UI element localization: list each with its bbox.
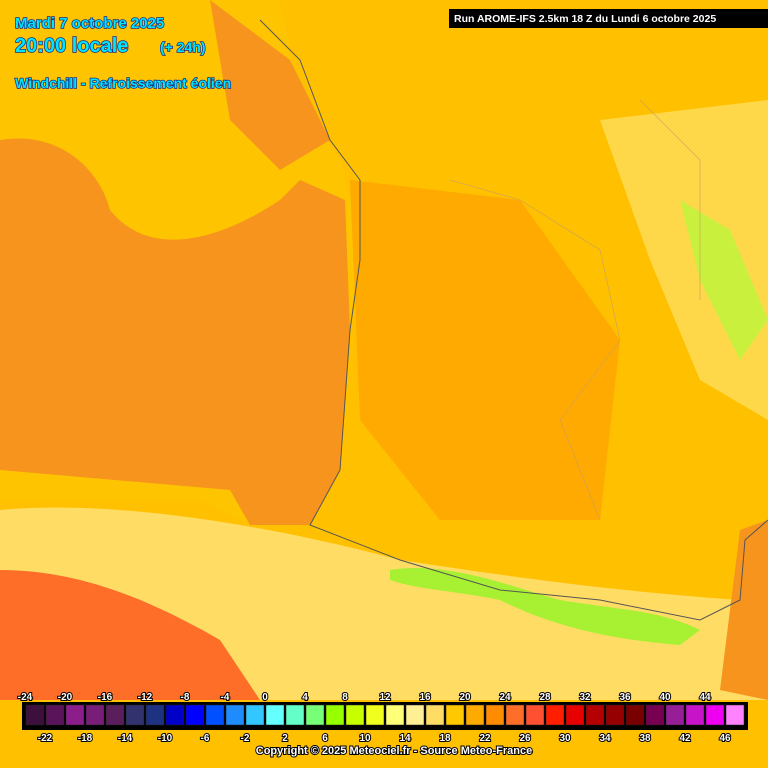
- legend-label: 42: [679, 733, 691, 744]
- legend-label: -14: [118, 733, 133, 744]
- legend-swatch: [625, 704, 645, 726]
- legend-label: 14: [399, 733, 411, 744]
- legend-swatch: [685, 704, 705, 726]
- legend-swatch: [565, 704, 585, 726]
- legend-label: 40: [659, 692, 671, 703]
- legend-label: 30: [559, 733, 571, 744]
- legend-swatch: [145, 704, 165, 726]
- legend-label: 8: [342, 692, 348, 703]
- legend-swatch: [65, 704, 85, 726]
- date: Mardi 7 octobre 2025: [15, 15, 164, 32]
- sea-east: [720, 520, 768, 700]
- legend-swatch: [725, 704, 745, 726]
- legend-swatch: [425, 704, 445, 726]
- legend: -24-22-20-18-16-14-12-10-8-6-4-202468101…: [17, 691, 745, 745]
- ocean-warm: [0, 138, 350, 525]
- legend-swatch: [365, 704, 385, 726]
- copyright: Copyright © 2025 Meteociel.fr - Source M…: [256, 745, 532, 757]
- run-box: [449, 9, 768, 28]
- land-warm: [350, 180, 620, 520]
- legend-swatch: [665, 704, 685, 726]
- legend-label: 34: [599, 733, 611, 744]
- pyrenees: [390, 567, 700, 645]
- legend-label: 18: [439, 733, 451, 744]
- legend-label: 32: [579, 692, 591, 703]
- legend-swatch: [525, 704, 545, 726]
- legend-swatch: [165, 704, 185, 726]
- legend-swatch: [605, 704, 625, 726]
- legend-label: -6: [201, 733, 210, 744]
- run: Run AROME-IFS 2.5km 18 Z du Lundi 6 octo…: [454, 13, 716, 25]
- legend-label: 10: [359, 733, 371, 744]
- legend-label: 12: [379, 692, 391, 703]
- ocean-warm: [210, 0, 330, 170]
- legend-swatch: [285, 704, 305, 726]
- legend-swatch: [465, 704, 485, 726]
- legend-label: 16: [419, 692, 431, 703]
- land-hot: [0, 570, 260, 700]
- legend-label: 38: [639, 733, 651, 744]
- legend-swatch: [325, 704, 345, 726]
- legend-swatch: [505, 704, 525, 726]
- legend-label: -4: [221, 692, 230, 703]
- legend-label: -24: [18, 692, 33, 703]
- parameter: Windchill - Refroissement éolien: [15, 75, 231, 91]
- legend-label: 2: [282, 733, 288, 744]
- lead: (+ 24h): [160, 39, 206, 55]
- legend-label: 0: [262, 692, 268, 703]
- legend-label: -10: [158, 733, 173, 744]
- legend-swatch: [305, 704, 325, 726]
- legend-swatch: [345, 704, 365, 726]
- legend-label: 28: [539, 692, 551, 703]
- legend-swatch: [485, 704, 505, 726]
- legend-label: 20: [459, 692, 471, 703]
- legend-swatch: [25, 704, 45, 726]
- legend-label: -20: [58, 692, 73, 703]
- legend-swatch: [205, 704, 225, 726]
- legend-label: -18: [78, 733, 93, 744]
- legend-swatch: [85, 704, 105, 726]
- legend-label: 26: [519, 733, 531, 744]
- legend-swatch: [185, 704, 205, 726]
- legend-swatch: [585, 704, 605, 726]
- time: 20:00 locale: [15, 35, 128, 57]
- legend-label: -2: [241, 733, 250, 744]
- coastline: [259, 19, 768, 621]
- legend-label: -12: [138, 692, 153, 703]
- legend-label: -8: [181, 692, 190, 703]
- land-cold: [680, 200, 768, 360]
- legend-label: 36: [619, 692, 631, 703]
- legend-label: -16: [98, 692, 113, 703]
- legend-label: 46: [719, 733, 731, 744]
- legend-label: 4: [302, 692, 308, 703]
- legend-swatch: [645, 704, 665, 726]
- legend-swatch: [225, 704, 245, 726]
- legend-swatch: [385, 704, 405, 726]
- legend-swatch: [705, 704, 725, 726]
- legend-label: 22: [479, 733, 491, 744]
- legend-swatch: [45, 704, 65, 726]
- legend-swatch: [245, 704, 265, 726]
- legend-swatch: [265, 704, 285, 726]
- legend-label: 44: [699, 692, 711, 703]
- legend-label: -22: [38, 733, 53, 744]
- legend-swatch: [445, 704, 465, 726]
- legend-swatch: [105, 704, 125, 726]
- land-cool: [600, 100, 768, 420]
- legend-swatch: [125, 704, 145, 726]
- legend-label: 6: [322, 733, 328, 744]
- borders: [449, 99, 701, 521]
- legend-label: 24: [499, 692, 511, 703]
- legend-swatch: [405, 704, 425, 726]
- legend-swatch: [545, 704, 565, 726]
